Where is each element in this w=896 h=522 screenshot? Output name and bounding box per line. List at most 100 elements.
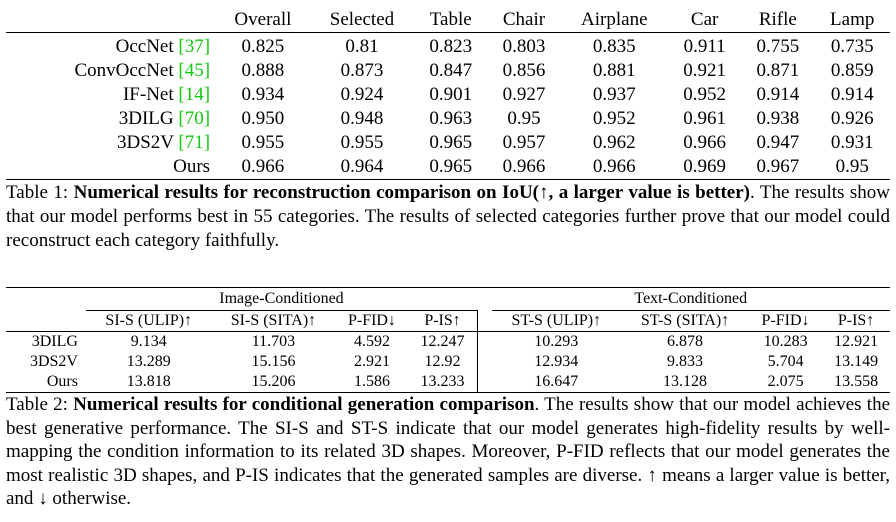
caption-text: . The results show that our model achiev… bbox=[6, 394, 890, 509]
table-cell: 0.961 bbox=[683, 108, 726, 129]
table-row: 3DS2V [71] 0.955 0.955 0.965 0.957 0.962… bbox=[6, 131, 890, 155]
table-cell-best: 2.075 bbox=[767, 373, 804, 390]
citation-link[interactable]: [71] bbox=[178, 132, 211, 153]
table-cell: 11.703 bbox=[251, 333, 296, 350]
table-cell-best: 0.969 bbox=[683, 156, 726, 177]
table-cell: 0.859 bbox=[830, 60, 874, 81]
table-cell: 0.924 bbox=[340, 84, 384, 105]
method-name: 3DILG [70] bbox=[118, 108, 211, 129]
table-cell: 0.823 bbox=[429, 36, 473, 57]
table-cell: 0.963 bbox=[429, 108, 473, 129]
method-name: Ours bbox=[46, 373, 78, 390]
table-cell: 0.835 bbox=[592, 36, 636, 57]
table-cell: 0.938 bbox=[756, 108, 800, 129]
table-cell: 0.921 bbox=[683, 60, 726, 81]
table2-header: ST-S (ULIP)↑ bbox=[491, 310, 622, 332]
table-cell: 0.952 bbox=[592, 108, 636, 129]
table-cell: 0.927 bbox=[502, 84, 546, 105]
generation-table: Image-Conditioned Text-Conditioned SI-S … bbox=[6, 287, 890, 393]
group-gap bbox=[477, 372, 492, 393]
table-cell: 0.888 bbox=[241, 60, 285, 81]
method-name: 3DS2V bbox=[29, 353, 78, 370]
table-cell: 0.847 bbox=[429, 60, 473, 81]
table1-header: Lamp bbox=[830, 9, 875, 30]
table-cell: 0.926 bbox=[830, 108, 874, 129]
method-name: OccNet [37] bbox=[115, 36, 211, 57]
table-row: Ours 13.818 15.206 1.586 13.233 16.647 1… bbox=[6, 372, 890, 393]
table-cell: 0.947 bbox=[756, 132, 800, 153]
table-cell: 0.914 bbox=[756, 84, 800, 105]
table2-block: Image-Conditioned Text-Conditioned SI-S … bbox=[6, 287, 890, 511]
table-cell: 0.950 bbox=[241, 108, 285, 129]
table-cell: 0.955 bbox=[340, 132, 384, 153]
citation-link[interactable]: [37] bbox=[178, 36, 211, 57]
table-cell: 0.937 bbox=[592, 84, 636, 105]
table-cell: 0.911 bbox=[683, 36, 726, 57]
table-row: ConvOccNet [45] 0.888 0.873 0.847 0.856 … bbox=[6, 59, 890, 83]
table-row: 3DILG 9.134 11.703 4.592 12.247 10.293 6… bbox=[6, 331, 890, 353]
table-cell: 6.878 bbox=[667, 333, 704, 350]
table-cell: 0.735 bbox=[830, 36, 874, 57]
table-cell-best: 13.128 bbox=[663, 373, 708, 390]
table-cell: 0.81 bbox=[345, 36, 379, 57]
table-cell: 2.921 bbox=[353, 353, 390, 370]
table-cell: 15.156 bbox=[251, 353, 296, 370]
table1-block: Overall Selected Table Chair Airplane Ca… bbox=[6, 8, 890, 253]
table-cell: 12.934 bbox=[534, 353, 579, 370]
table-cell-best: 0.967 bbox=[756, 156, 800, 177]
citation-link[interactable]: [70] bbox=[178, 108, 211, 129]
table-cell: 0.95 bbox=[507, 108, 541, 129]
group-gap bbox=[477, 332, 492, 353]
table2-header: P-IS↑ bbox=[408, 310, 478, 332]
table-cell-best: 0.966 bbox=[241, 156, 285, 177]
table1-header-row: Overall Selected Table Chair Airplane Ca… bbox=[6, 8, 890, 33]
table2-header: P-FID↓ bbox=[335, 310, 409, 332]
table-cell: 0.955 bbox=[241, 132, 285, 153]
table-cell: 0.957 bbox=[502, 132, 546, 153]
table-cell: 0.952 bbox=[683, 84, 726, 105]
table-cell: 0.914 bbox=[830, 84, 874, 105]
table-cell: 12.921 bbox=[834, 333, 879, 350]
table2-header: ST-S (SITA)↑ bbox=[621, 310, 749, 332]
table2-header: P-IS↑ bbox=[822, 310, 890, 332]
table-cell: 0.962 bbox=[592, 132, 636, 153]
method-name: IF-Net [14] bbox=[122, 84, 211, 105]
table-cell-best: 13.818 bbox=[126, 373, 171, 390]
table-row: IF-Net [14] 0.934 0.924 0.901 0.927 0.93… bbox=[6, 83, 890, 107]
table-cell: 0.825 bbox=[241, 36, 285, 57]
table1-header: Rifle bbox=[758, 9, 797, 30]
table-cell: 9.134 bbox=[130, 333, 167, 350]
table-cell: 0.901 bbox=[429, 84, 473, 105]
reconstruction-table: Overall Selected Table Chair Airplane Ca… bbox=[6, 8, 890, 180]
table1-caption: Table 1: Numerical results for reconstru… bbox=[6, 181, 890, 253]
table-cell-best: 0.965 bbox=[429, 132, 473, 153]
table2-caption: Table 2: Numerical results for condition… bbox=[6, 393, 890, 511]
table-row: Ours 0.966 0.964 0.965 0.966 0.966 0.969… bbox=[6, 155, 890, 180]
table-cell-best: 0.965 bbox=[429, 156, 473, 177]
table-cell: 0.966 bbox=[683, 132, 726, 153]
table-cell: 0.881 bbox=[592, 60, 636, 81]
table-cell: 0.948 bbox=[340, 108, 384, 129]
table-cell: 0.856 bbox=[502, 60, 546, 81]
table1-header: Overall bbox=[234, 9, 292, 30]
table-cell: 9.833 bbox=[667, 353, 704, 370]
table-cell-best: 0.964 bbox=[340, 156, 384, 177]
caption-text: . The results show that our model perfor… bbox=[6, 182, 891, 251]
citation-link[interactable]: [45] bbox=[178, 60, 211, 81]
citation-link[interactable]: [14] bbox=[178, 84, 211, 105]
table2-header-row: SI-S (ULIP)↑ SI-S (SITA)↑ P-FID↓ P-IS↑ S… bbox=[6, 310, 890, 332]
table2-header: SI-S (SITA)↑ bbox=[211, 310, 336, 332]
table1-corner bbox=[6, 8, 216, 33]
table-cell-best: 13.233 bbox=[408, 372, 478, 393]
table-cell: 0.931 bbox=[830, 132, 874, 153]
table2-corner bbox=[6, 288, 86, 311]
group-gap bbox=[477, 352, 492, 372]
table2-group-row: Image-Conditioned Text-Conditioned bbox=[6, 287, 890, 311]
method-name: 3DILG bbox=[31, 333, 78, 350]
table1-header: Selected bbox=[329, 9, 395, 30]
table-cell: 0.803 bbox=[502, 36, 546, 57]
table-cell: 13.149 bbox=[834, 353, 879, 370]
table-cell: 13.289 bbox=[126, 353, 171, 370]
table-cell-best: 1.586 bbox=[353, 373, 390, 390]
table-row: 3DILG [70] 0.950 0.948 0.963 0.95 0.952 … bbox=[6, 107, 890, 131]
